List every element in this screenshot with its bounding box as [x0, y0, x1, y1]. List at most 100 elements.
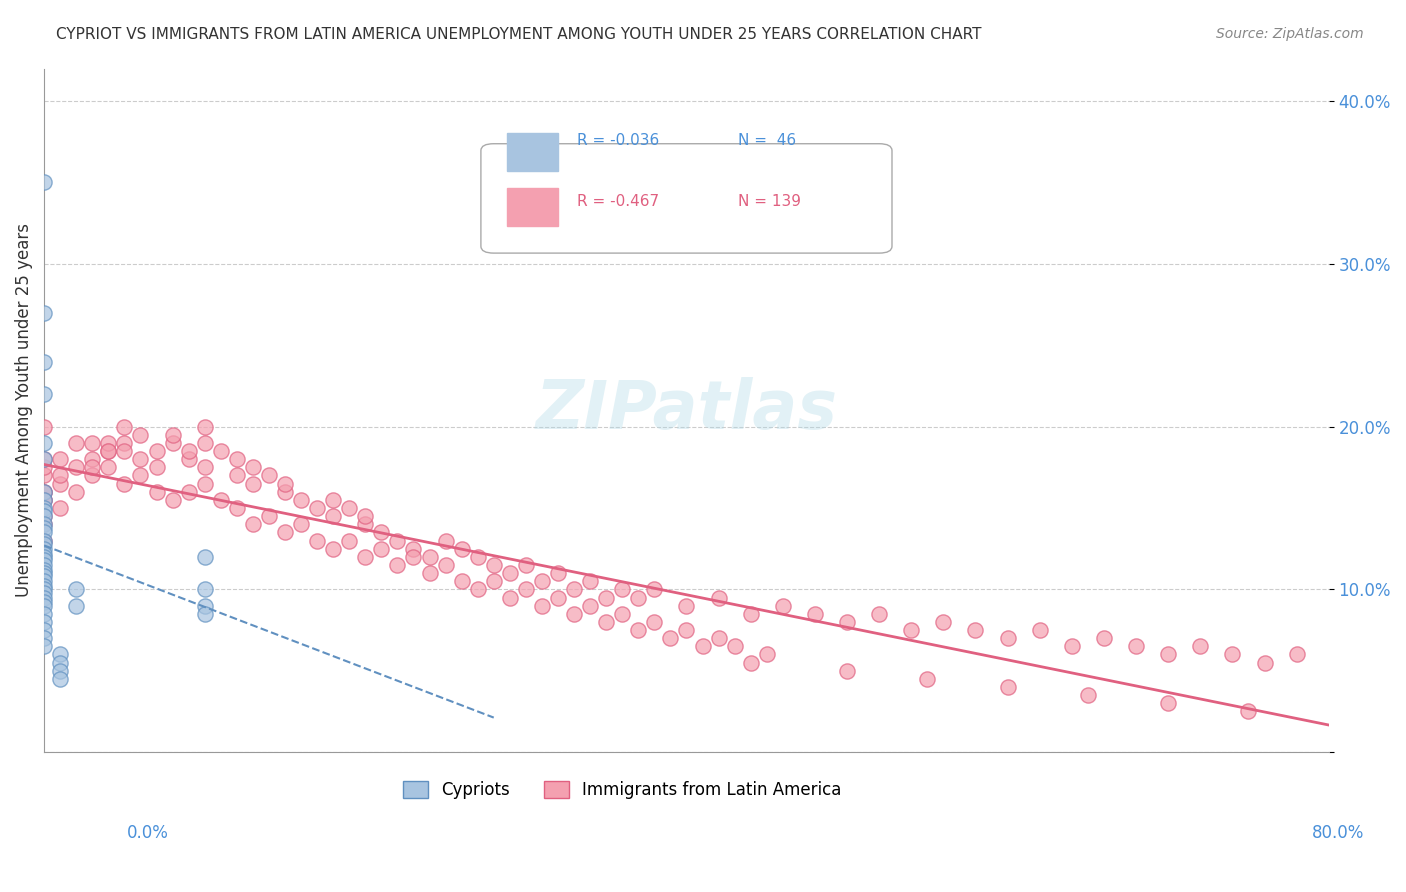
- Cypriots: [32, 595, 55, 609]
- Immigrants from Latin America: [177, 452, 200, 467]
- Immigrants from Latin America: [1253, 656, 1275, 670]
- Cypriots: [194, 599, 217, 613]
- Immigrants from Latin America: [209, 492, 232, 507]
- Immigrants from Latin America: [274, 476, 297, 491]
- Immigrants from Latin America: [32, 509, 55, 524]
- Immigrants from Latin America: [868, 607, 890, 621]
- Immigrants from Latin America: [627, 623, 650, 637]
- Immigrants from Latin America: [595, 615, 617, 629]
- Immigrants from Latin America: [32, 517, 55, 532]
- Cypriots: [32, 623, 55, 637]
- Immigrants from Latin America: [145, 484, 167, 499]
- Cypriots: [32, 533, 55, 548]
- Immigrants from Latin America: [129, 452, 152, 467]
- Cypriots: [194, 607, 217, 621]
- Immigrants from Latin America: [322, 492, 344, 507]
- Cypriots: [49, 664, 72, 678]
- Immigrants from Latin America: [900, 623, 922, 637]
- Immigrants from Latin America: [997, 631, 1019, 645]
- Immigrants from Latin America: [675, 623, 697, 637]
- Immigrants from Latin America: [835, 615, 858, 629]
- Text: Source: ZipAtlas.com: Source: ZipAtlas.com: [1216, 27, 1364, 41]
- Immigrants from Latin America: [32, 533, 55, 548]
- Immigrants from Latin America: [354, 509, 377, 524]
- Immigrants from Latin America: [290, 517, 312, 532]
- Immigrants from Latin America: [354, 517, 377, 532]
- Immigrants from Latin America: [434, 533, 457, 548]
- Immigrants from Latin America: [242, 460, 264, 475]
- Bar: [506, 134, 558, 171]
- Immigrants from Latin America: [112, 476, 135, 491]
- Immigrants from Latin America: [49, 468, 72, 483]
- Cypriots: [32, 574, 55, 589]
- Cypriots: [49, 656, 72, 670]
- Immigrants from Latin America: [225, 501, 247, 516]
- Text: 80.0%: 80.0%: [1312, 824, 1364, 842]
- Immigrants from Latin America: [177, 444, 200, 458]
- Immigrants from Latin America: [242, 517, 264, 532]
- Immigrants from Latin America: [97, 444, 120, 458]
- Immigrants from Latin America: [290, 492, 312, 507]
- Cypriots: [32, 566, 55, 580]
- Immigrants from Latin America: [450, 574, 472, 589]
- Immigrants from Latin America: [530, 574, 553, 589]
- Text: R = -0.467: R = -0.467: [578, 194, 659, 210]
- Text: 0.0%: 0.0%: [127, 824, 169, 842]
- Immigrants from Latin America: [209, 444, 232, 458]
- Cypriots: [32, 553, 55, 567]
- Immigrants from Latin America: [257, 468, 280, 483]
- Cypriots: [32, 306, 55, 320]
- Cypriots: [32, 520, 55, 534]
- Immigrants from Latin America: [1222, 648, 1244, 662]
- Immigrants from Latin America: [194, 436, 217, 450]
- Immigrants from Latin America: [354, 549, 377, 564]
- Immigrants from Latin America: [387, 558, 409, 572]
- Cypriots: [32, 599, 55, 613]
- Immigrants from Latin America: [194, 460, 217, 475]
- Immigrants from Latin America: [402, 549, 425, 564]
- Immigrants from Latin America: [740, 656, 762, 670]
- Cypriots: [32, 452, 55, 467]
- Y-axis label: Unemployment Among Youth under 25 years: Unemployment Among Youth under 25 years: [15, 223, 32, 598]
- Cypriots: [32, 501, 55, 516]
- Immigrants from Latin America: [32, 452, 55, 467]
- Immigrants from Latin America: [1060, 640, 1083, 654]
- Immigrants from Latin America: [692, 640, 714, 654]
- Immigrants from Latin America: [257, 509, 280, 524]
- Immigrants from Latin America: [467, 549, 489, 564]
- Cypriots: [32, 607, 55, 621]
- Immigrants from Latin America: [562, 582, 585, 597]
- Immigrants from Latin America: [740, 607, 762, 621]
- Immigrants from Latin America: [547, 566, 569, 580]
- Immigrants from Latin America: [1028, 623, 1050, 637]
- Immigrants from Latin America: [772, 599, 794, 613]
- Cypriots: [32, 591, 55, 605]
- Immigrants from Latin America: [499, 566, 522, 580]
- Immigrants from Latin America: [32, 492, 55, 507]
- Immigrants from Latin America: [177, 484, 200, 499]
- Cypriots: [32, 484, 55, 499]
- Immigrants from Latin America: [162, 436, 184, 450]
- Immigrants from Latin America: [97, 436, 120, 450]
- Immigrants from Latin America: [467, 582, 489, 597]
- Immigrants from Latin America: [418, 566, 440, 580]
- Cypriots: [194, 582, 217, 597]
- Cypriots: [32, 579, 55, 593]
- Cypriots: [65, 582, 87, 597]
- Immigrants from Latin America: [1077, 688, 1099, 702]
- Immigrants from Latin America: [97, 444, 120, 458]
- Immigrants from Latin America: [82, 460, 104, 475]
- Immigrants from Latin America: [1157, 648, 1180, 662]
- Immigrants from Latin America: [643, 582, 665, 597]
- Immigrants from Latin America: [515, 558, 537, 572]
- Cypriots: [32, 558, 55, 572]
- Immigrants from Latin America: [225, 452, 247, 467]
- Cypriots: [49, 672, 72, 686]
- Immigrants from Latin America: [515, 582, 537, 597]
- Immigrants from Latin America: [322, 509, 344, 524]
- Immigrants from Latin America: [82, 436, 104, 450]
- Text: CYPRIOT VS IMMIGRANTS FROM LATIN AMERICA UNEMPLOYMENT AMONG YOUTH UNDER 25 YEARS: CYPRIOT VS IMMIGRANTS FROM LATIN AMERICA…: [56, 27, 981, 42]
- Immigrants from Latin America: [370, 541, 392, 556]
- Immigrants from Latin America: [145, 444, 167, 458]
- Cypriots: [32, 492, 55, 507]
